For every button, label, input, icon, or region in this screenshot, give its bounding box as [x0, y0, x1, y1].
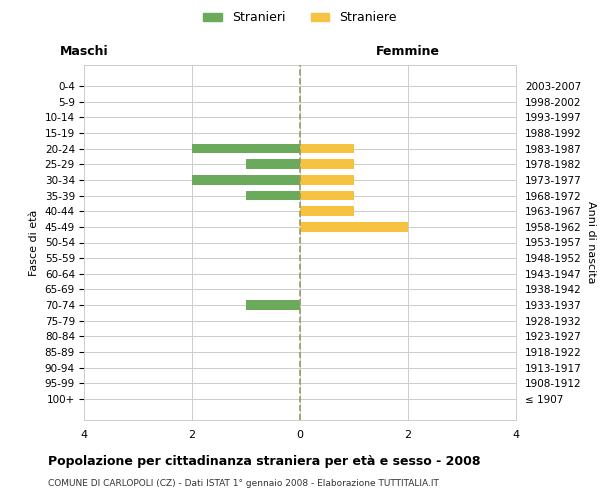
Y-axis label: Fasce di età: Fasce di età: [29, 210, 39, 276]
Text: Maschi: Maschi: [59, 45, 109, 58]
Bar: [300, 144, 354, 153]
Bar: [300, 222, 408, 232]
Bar: [246, 160, 300, 169]
Bar: [300, 160, 354, 169]
Bar: [192, 175, 300, 184]
Text: Femmine: Femmine: [376, 45, 440, 58]
Bar: [246, 191, 300, 200]
Bar: [300, 206, 354, 216]
Bar: [246, 300, 300, 310]
Bar: [300, 175, 354, 184]
Y-axis label: Anni di nascita: Anni di nascita: [586, 201, 596, 284]
Bar: [192, 144, 300, 153]
Text: COMUNE DI CARLOPOLI (CZ) - Dati ISTAT 1° gennaio 2008 - Elaborazione TUTTITALIA.: COMUNE DI CARLOPOLI (CZ) - Dati ISTAT 1°…: [48, 479, 439, 488]
Legend: Stranieri, Straniere: Stranieri, Straniere: [198, 6, 402, 29]
Text: Popolazione per cittadinanza straniera per età e sesso - 2008: Popolazione per cittadinanza straniera p…: [48, 455, 481, 468]
Bar: [300, 191, 354, 200]
